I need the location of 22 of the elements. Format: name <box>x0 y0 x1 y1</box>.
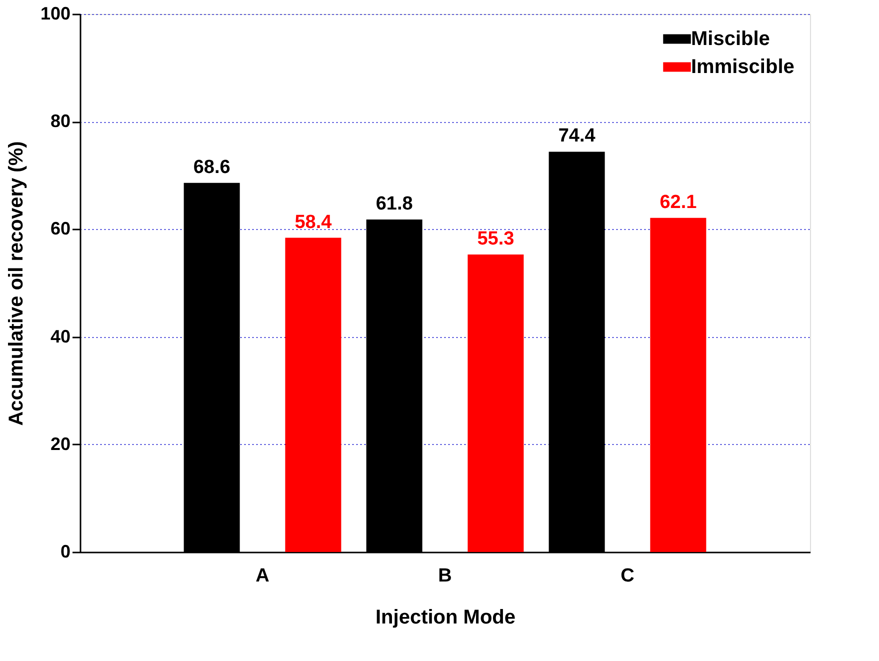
legend-label: Miscible <box>691 28 770 50</box>
legend-label: Immiscible <box>691 56 794 78</box>
y-axis-title: Accumulative oil recovery (%) <box>5 141 28 426</box>
x-tick-label: A <box>256 566 270 586</box>
y-tick-label: 80 <box>50 111 70 132</box>
x-tick-label: B <box>438 566 452 586</box>
y-tick-label: 60 <box>50 218 70 239</box>
y-tick-label: 20 <box>50 434 70 454</box>
data-label: 68.6 <box>193 156 230 178</box>
x-tick-label: C <box>620 566 635 586</box>
x-axis-title: Injection Mode <box>376 606 516 628</box>
y-tick-label: 100 <box>40 4 70 24</box>
data-label: 55.3 <box>477 228 514 250</box>
y-tick-label: 0 <box>60 542 70 562</box>
bar <box>650 218 706 552</box>
y-tick-label: 40 <box>50 326 70 346</box>
data-label: 58.4 <box>294 212 332 233</box>
data-label: 74.4 <box>558 126 596 147</box>
bar <box>468 254 524 552</box>
bar <box>285 238 342 552</box>
data-label: 62.1 <box>660 192 698 213</box>
data-label: 61.8 <box>376 194 413 215</box>
